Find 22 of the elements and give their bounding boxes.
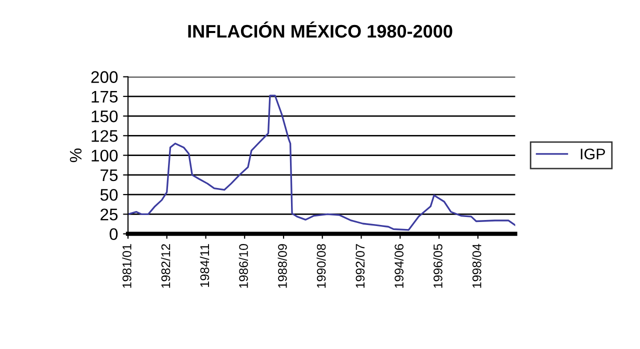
- y-tick-label: 125: [92, 130, 118, 142]
- x-tick-label: 1998/04: [472, 244, 482, 288]
- x-tick-label: 1988/09: [278, 244, 287, 288]
- y-tick-label: 100: [92, 150, 118, 162]
- y-tick-label: 0: [110, 228, 118, 240]
- y-tick-label: 150: [92, 110, 118, 122]
- chart-title: INFLACIÓN MÉXICO 1980-2000: [188, 22, 452, 38]
- x-tick-label: 1990/08: [316, 244, 326, 288]
- y-tick-label: 25: [100, 208, 118, 220]
- y-tick-label: 75: [100, 170, 118, 182]
- x-tick-label: 1984/11: [200, 244, 210, 287]
- y-tick-label: 200: [91, 71, 118, 83]
- x-tick-label: 1996/05: [433, 244, 442, 288]
- y-tick-label: 175: [92, 90, 118, 103]
- x-tick-label: 1982/12: [161, 244, 170, 288]
- y-tick-label: 50: [100, 188, 118, 201]
- legend-label: IGP: [580, 148, 605, 160]
- x-tick-label: 1986/10: [238, 244, 248, 288]
- x-tick-label: 1994/06: [394, 244, 404, 288]
- y-axis-title: %: [70, 148, 82, 162]
- x-tick-label: 1992/07: [355, 244, 365, 288]
- x-tick-label: 1981/01: [122, 244, 132, 288]
